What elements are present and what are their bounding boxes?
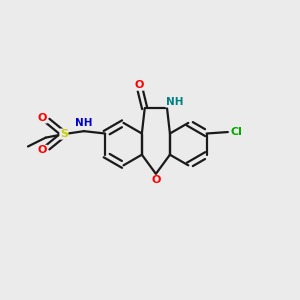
Text: O: O [38, 113, 47, 123]
Text: O: O [134, 80, 143, 90]
Text: O: O [151, 175, 160, 185]
Text: NH: NH [166, 97, 183, 107]
Text: Cl: Cl [230, 127, 242, 137]
Text: NH: NH [75, 118, 93, 128]
Text: S: S [60, 129, 68, 139]
Text: O: O [38, 145, 47, 155]
